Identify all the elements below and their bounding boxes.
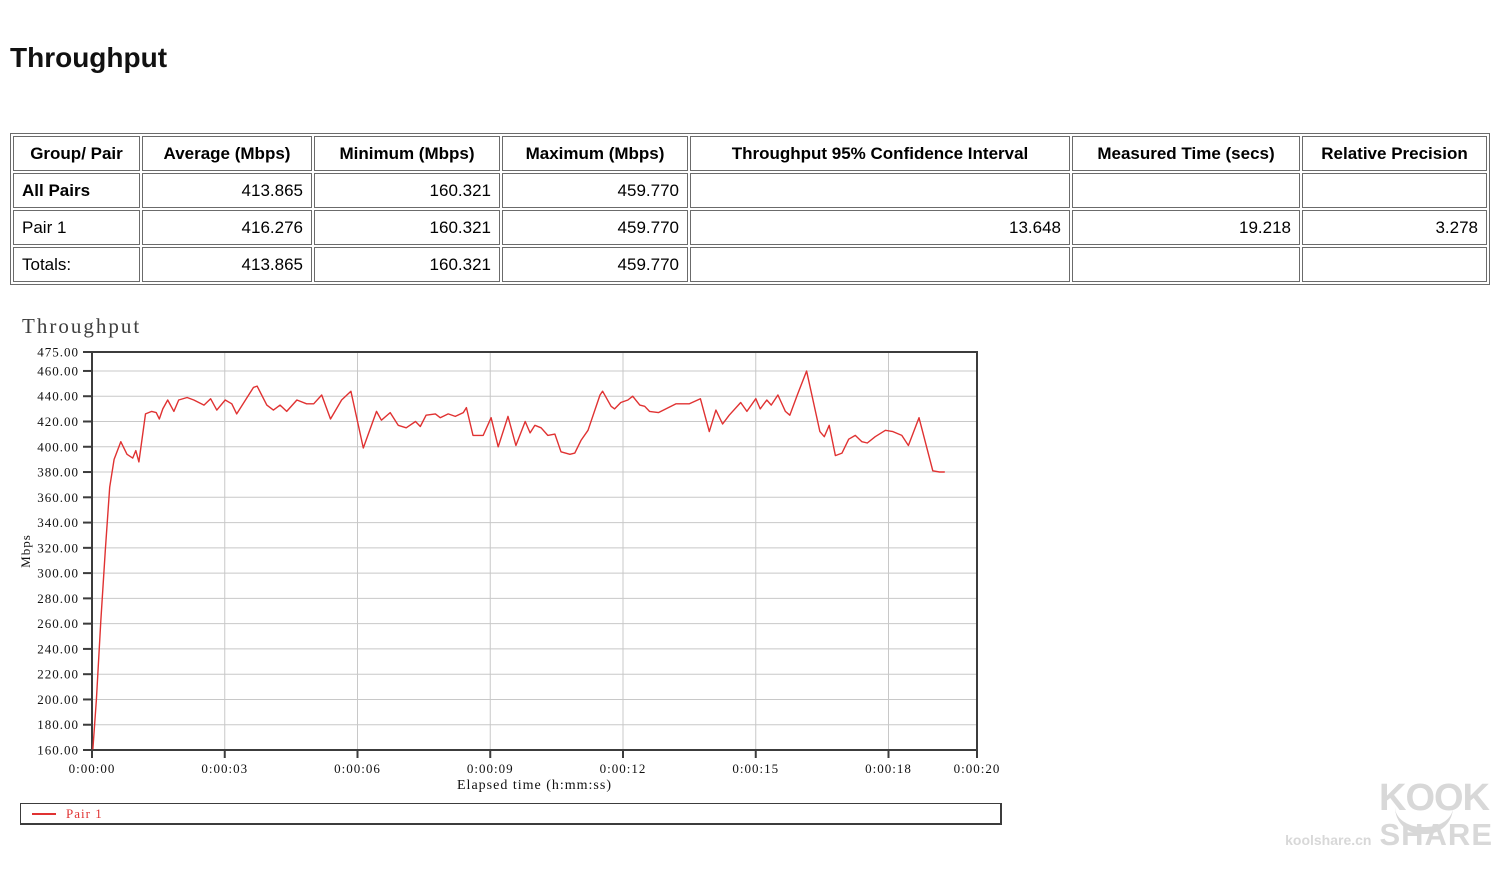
x-tick-label: 0:00:00 xyxy=(69,761,116,776)
legend-label: Pair 1 xyxy=(66,805,103,821)
cell-confidence-interval: 13.648 xyxy=(690,210,1070,245)
y-tick-label: 460.00 xyxy=(37,363,79,378)
y-tick-label: 160.00 xyxy=(37,743,79,758)
cell-average: 413.865 xyxy=(142,247,312,282)
header-relative-precision: Relative Precision xyxy=(1302,136,1487,171)
plot-frame xyxy=(91,351,978,751)
y-tick-label: 280.00 xyxy=(37,591,79,606)
legend-line-sample xyxy=(32,812,56,815)
cell-maximum: 459.770 xyxy=(502,210,688,245)
cell-relative-precision xyxy=(1302,173,1487,208)
cell-relative-precision: 3.278 xyxy=(1302,210,1487,245)
cell-group: Totals: xyxy=(13,247,140,282)
y-tick-label: 475.00 xyxy=(37,345,79,360)
x-tick-label: 0:00:15 xyxy=(732,761,779,776)
throughput-results-table: Group/ Pair Average (Mbps) Minimum (Mbps… xyxy=(10,133,1490,285)
cell-group: Pair 1 xyxy=(13,210,140,245)
cell-relative-precision xyxy=(1302,247,1487,282)
chart-title: Throughput xyxy=(22,314,142,338)
y-tick-label: 380.00 xyxy=(37,465,79,480)
watermark-site-text: koolshare.cn xyxy=(1285,832,1372,849)
page-title: Throughput xyxy=(10,42,168,73)
cell-average: 416.276 xyxy=(142,210,312,245)
throughput-chart: Throughput Mbps 475.00 460.00 440.00 420.00… xyxy=(0,310,1010,883)
watermark-logo-top: KOOK xyxy=(1379,777,1490,819)
y-tick-label: 320.00 xyxy=(37,540,79,555)
x-axis-title: Elapsed time (h:mm:ss) xyxy=(457,778,612,793)
header-maximum: Maximum (Mbps) xyxy=(502,136,688,171)
cell-average: 413.865 xyxy=(142,173,312,208)
x-tick-label: 0:00:09 xyxy=(467,761,514,776)
cell-minimum: 160.321 xyxy=(314,247,500,282)
x-tick-label: 0:00:06 xyxy=(334,761,381,776)
chart-canvas: Mbps 475.00 460.00 440.00 420.00 400.00 380.0… xyxy=(18,345,1001,777)
x-tick-label: 0:00:18 xyxy=(865,761,912,776)
chart-legend: Pair 1 xyxy=(20,803,1002,825)
header-confidence-interval: Throughput 95% Confidence Interval xyxy=(690,136,1070,171)
watermark-smile-icon xyxy=(1395,807,1453,834)
cell-measured-time xyxy=(1072,247,1300,282)
cell-maximum: 459.770 xyxy=(502,173,688,208)
table-row: All Pairs 413.865 160.321 459.770 xyxy=(13,173,1487,208)
throughput-line xyxy=(92,370,945,750)
y-tick-label: 340.00 xyxy=(37,515,79,530)
cell-confidence-interval xyxy=(690,173,1070,208)
y-tick-label: 360.00 xyxy=(37,490,79,505)
table-row: Pair 1 416.276 160.321 459.770 13.648 19… xyxy=(13,210,1487,245)
x-tick-label: 0:00:03 xyxy=(201,761,248,776)
header-average: Average (Mbps) xyxy=(142,136,312,171)
koolshare-watermark: KOOK koolshare.cn SHARE xyxy=(1253,777,1493,873)
y-tick-label: 260.00 xyxy=(37,616,79,631)
y-tick-label: 300.00 xyxy=(37,566,79,581)
y-tick-label: 440.00 xyxy=(37,389,79,404)
header-measured-time: Measured Time (secs) xyxy=(1072,136,1300,171)
y-tick-label: 400.00 xyxy=(37,439,79,454)
cell-minimum: 160.321 xyxy=(314,210,500,245)
cell-measured-time xyxy=(1072,173,1300,208)
table-header-row: Group/ Pair Average (Mbps) Minimum (Mbps… xyxy=(13,136,1487,171)
cell-confidence-interval xyxy=(690,247,1070,282)
header-minimum: Minimum (Mbps) xyxy=(314,136,500,171)
table-row: Totals: 413.865 160.321 459.770 xyxy=(13,247,1487,282)
x-tick-label: 0:00:20 xyxy=(954,761,1001,776)
y-tick-label: 240.00 xyxy=(37,641,79,656)
cell-group: All Pairs xyxy=(13,173,140,208)
cell-maximum: 459.770 xyxy=(502,247,688,282)
y-tick-label: 180.00 xyxy=(37,717,79,732)
x-tick-label: 0:00:12 xyxy=(600,761,647,776)
y-axis-title: Mbps xyxy=(18,534,33,568)
y-tick-label: 420.00 xyxy=(37,414,79,429)
y-tick-label: 200.00 xyxy=(37,692,79,707)
y-tick-label: 220.00 xyxy=(37,667,79,682)
cell-minimum: 160.321 xyxy=(314,173,500,208)
header-group-pair: Group/ Pair xyxy=(13,136,140,171)
cell-measured-time: 19.218 xyxy=(1072,210,1300,245)
